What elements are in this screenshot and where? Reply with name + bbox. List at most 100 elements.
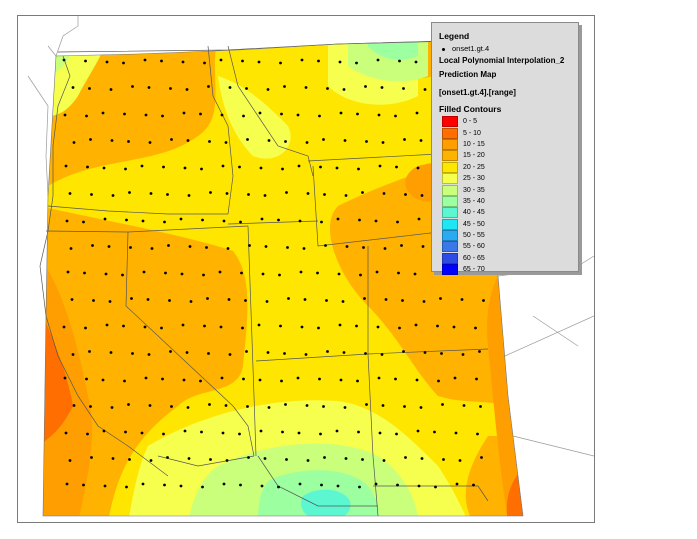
station-point	[206, 297, 209, 300]
station-point	[84, 326, 87, 330]
station-point	[263, 457, 267, 460]
station-point	[220, 113, 224, 117]
station-point	[82, 483, 85, 487]
station-point	[298, 219, 302, 223]
station-point	[266, 88, 270, 91]
station-point	[381, 141, 385, 144]
station-point	[285, 191, 288, 194]
legend-point-entry: onset1.gt.4	[442, 44, 489, 53]
station-point	[357, 167, 360, 171]
station-point	[244, 299, 247, 302]
station-point	[402, 350, 405, 353]
station-point	[304, 353, 308, 356]
station-point	[187, 194, 191, 197]
station-point	[82, 220, 85, 224]
station-point	[317, 59, 320, 63]
station-point	[246, 405, 249, 408]
station-point	[228, 86, 232, 89]
station-point	[345, 245, 349, 248]
station-point	[421, 245, 425, 248]
station-point	[238, 432, 241, 436]
legend-class-item: 45 - 50	[442, 218, 485, 230]
legend-class-item: 30 - 35	[442, 184, 485, 196]
station-point	[380, 353, 384, 356]
station-point	[179, 217, 183, 221]
station-point	[356, 379, 359, 383]
station-point	[323, 193, 326, 196]
boundary-az-nm	[367, 353, 379, 517]
boundary-id-south	[227, 220, 319, 225]
station-point	[123, 112, 126, 116]
station-point	[170, 405, 173, 408]
station-point	[417, 217, 421, 221]
station-point	[199, 112, 202, 116]
station-point	[396, 483, 399, 487]
station-point	[124, 167, 127, 171]
station-point	[85, 377, 88, 381]
station-point	[107, 245, 111, 248]
legend-class-swatch	[442, 264, 458, 276]
station-point	[374, 219, 378, 223]
boundary-ca-mx	[157, 455, 255, 467]
station-point	[318, 377, 321, 381]
station-point	[283, 85, 286, 88]
station-point	[201, 485, 204, 489]
station-point	[319, 165, 322, 169]
map-frame: Legend onset1.gt.4 Local Polynomial Inte…	[17, 15, 595, 523]
station-point	[336, 217, 340, 221]
legend-class-label: 25 - 30	[463, 175, 485, 183]
boundary-ca-nv	[125, 231, 255, 457]
station-point	[395, 432, 398, 436]
station-point	[281, 167, 284, 171]
station-point	[267, 406, 271, 409]
station-point	[376, 58, 380, 62]
station-point	[208, 403, 211, 406]
station-point	[201, 218, 204, 222]
station-point	[166, 456, 169, 459]
station-point	[342, 351, 346, 354]
station-point	[218, 270, 222, 274]
station-point	[131, 85, 134, 88]
station-point	[382, 459, 386, 462]
station-point	[220, 376, 224, 380]
station-point	[89, 138, 92, 141]
station-point	[143, 325, 147, 329]
station-point	[479, 405, 482, 408]
station-point	[400, 244, 403, 247]
station-point	[258, 111, 262, 115]
station-point	[440, 352, 443, 355]
station-point	[109, 351, 113, 354]
station-point	[335, 429, 339, 433]
station-point	[344, 194, 348, 197]
station-point	[361, 458, 364, 461]
station-point	[441, 403, 444, 406]
station-point	[110, 139, 114, 142]
station-point	[338, 60, 342, 64]
station-point	[322, 405, 325, 408]
station-point	[146, 298, 150, 301]
station-point	[358, 485, 361, 489]
station-point	[365, 140, 368, 143]
station-point	[326, 87, 329, 90]
station-point	[130, 297, 133, 300]
station-point	[365, 403, 368, 406]
station-point	[188, 245, 192, 248]
legend-class-label: 0 - 5	[463, 118, 478, 126]
legend-class-item: 25 - 30	[442, 173, 485, 185]
station-point	[265, 300, 269, 303]
station-point	[128, 458, 131, 461]
station-point	[147, 86, 151, 89]
station-point	[187, 457, 191, 460]
station-point	[356, 112, 359, 116]
station-point	[458, 459, 462, 462]
station-point	[423, 351, 427, 354]
station-point	[363, 297, 366, 300]
station-point	[472, 483, 475, 487]
station-point	[416, 429, 420, 433]
legend-field: [onset1.gt.4].[range]	[439, 88, 516, 97]
point-symbol	[442, 47, 445, 51]
station-point	[316, 271, 319, 275]
legend-class-item: 5 - 10	[442, 127, 485, 139]
boundary-id-west	[207, 45, 234, 215]
station-point	[203, 324, 206, 328]
